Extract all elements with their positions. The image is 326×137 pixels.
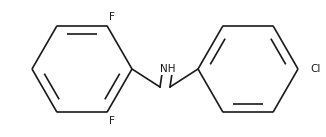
Text: F: F <box>109 12 115 22</box>
Text: F: F <box>109 116 115 126</box>
Text: Cl: Cl <box>310 64 320 74</box>
Text: NH: NH <box>160 64 176 74</box>
